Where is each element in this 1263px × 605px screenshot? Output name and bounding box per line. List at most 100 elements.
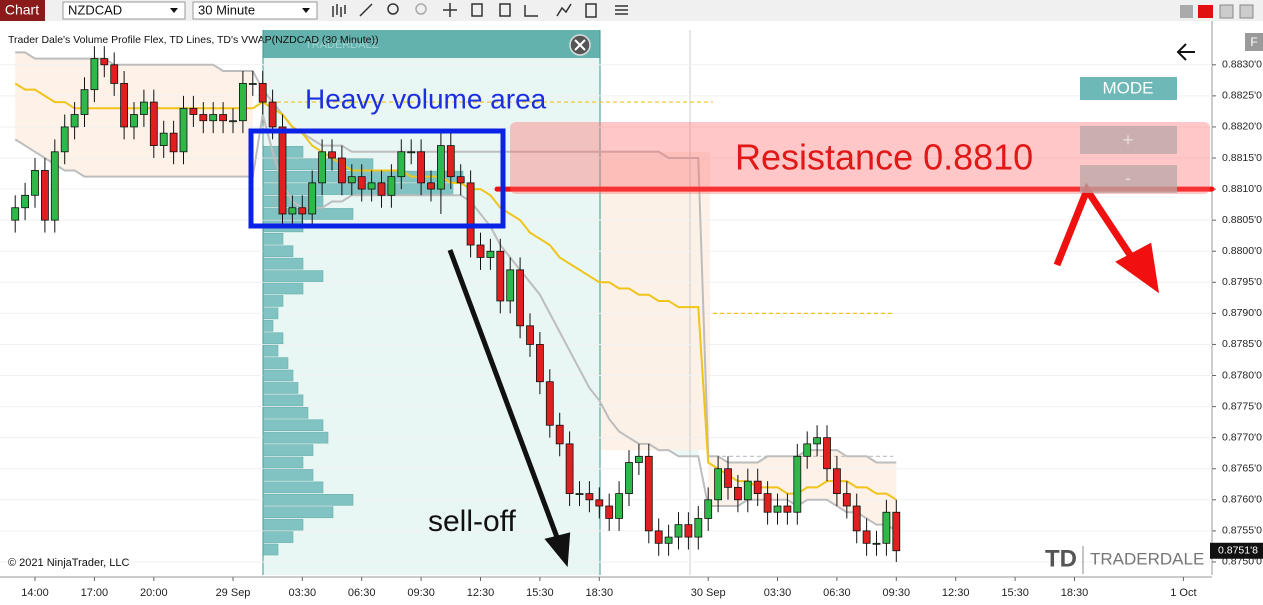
maximize-button[interactable] <box>1239 4 1254 19</box>
icon[interactable] <box>585 3 597 18</box>
candle-body <box>595 499 604 507</box>
icon[interactable] <box>415 3 427 15</box>
icon[interactable] <box>615 5 628 15</box>
candle-body <box>605 505 614 519</box>
minimize-button[interactable] <box>1180 5 1193 18</box>
volume-bar <box>262 518 304 531</box>
candle-body <box>555 424 564 445</box>
candle-body <box>862 530 871 544</box>
volume-bar <box>262 208 354 220</box>
candle-body <box>397 151 406 178</box>
candle-body <box>328 151 336 159</box>
y-tick-label: 0.8775'0 <box>1222 400 1262 412</box>
candle-body <box>476 244 485 258</box>
icon[interactable] <box>443 3 457 17</box>
candle-body <box>11 207 20 221</box>
icon[interactable] <box>499 3 511 17</box>
interval-label: 30 Minute <box>198 2 255 17</box>
volume-bar <box>262 494 354 506</box>
y-tick-label: 0.8805'0 <box>1222 214 1262 226</box>
volume-bar <box>262 369 294 382</box>
x-tick-label: 12:30 <box>467 587 495 599</box>
volume-bar <box>262 407 309 419</box>
mode-label: MODE <box>1103 78 1154 97</box>
candle-body <box>813 437 821 445</box>
x-tick-label: 17:00 <box>81 587 109 599</box>
back-arrow[interactable] <box>1176 43 1195 61</box>
panel-close-x <box>574 39 586 51</box>
volume-bar <box>262 307 279 320</box>
candle-body <box>258 83 267 103</box>
candle-body <box>139 101 148 115</box>
interval-select[interactable] <box>192 1 318 20</box>
candle-body <box>70 114 79 128</box>
volume-bar <box>262 431 329 444</box>
minus-button[interactable] <box>1080 165 1177 193</box>
candle-body <box>21 194 30 209</box>
x-tick-label: 18:30 <box>1061 587 1089 599</box>
close-button[interactable] <box>1198 5 1213 18</box>
candle-body <box>793 455 802 513</box>
candle-body <box>367 182 376 190</box>
mode-button[interactable] <box>1080 77 1177 100</box>
chart-tab-label: Chart <box>5 2 39 18</box>
volume-bar <box>262 481 324 494</box>
candle-body <box>635 455 643 463</box>
arrow-head <box>1115 242 1160 294</box>
y-tick-label: 0.8785'0 <box>1222 338 1262 350</box>
chart-tab[interactable] <box>0 0 45 21</box>
volume-bar <box>262 357 289 369</box>
candle-body <box>278 126 287 215</box>
plus-button[interactable] <box>1080 126 1177 154</box>
candle-body <box>536 344 544 383</box>
volume-box <box>248 128 506 229</box>
y-tick-label: 0.8790'0 <box>1222 307 1262 319</box>
price-axis <box>1213 21 1263 575</box>
volume-bar <box>262 344 279 357</box>
y-tick-label: 0.8820'0 <box>1222 121 1262 133</box>
candle-body <box>763 493 772 513</box>
indicator-line <box>15 51 897 464</box>
sell-off-arrow <box>447 249 561 541</box>
instrument-select[interactable] <box>62 1 186 20</box>
candle-body <box>189 107 198 115</box>
icon[interactable] <box>556 3 572 17</box>
panel-button[interactable] <box>1245 33 1263 51</box>
volume-bar <box>262 382 299 394</box>
candle-body <box>842 493 851 507</box>
x-tick-label: 12:30 <box>942 587 970 599</box>
restore-button[interactable] <box>1219 4 1234 19</box>
candle-body <box>625 462 633 494</box>
candle-body <box>149 101 158 146</box>
candle-body <box>219 114 228 122</box>
dropdown-arrow <box>302 8 310 13</box>
candle-body <box>347 176 356 184</box>
volume-bar <box>262 469 314 481</box>
candle-body <box>664 536 673 544</box>
candle-body <box>714 468 722 501</box>
icon[interactable] <box>359 3 373 17</box>
heavy-volume-label: Heavy volume area <box>305 83 547 114</box>
candle-body <box>308 182 317 215</box>
candle-body <box>387 176 396 196</box>
candle-body <box>100 58 109 66</box>
volume-bar <box>262 320 274 332</box>
icon[interactable] <box>332 4 346 17</box>
candle-body <box>882 511 891 544</box>
y-tick-label: 0.8830'0 <box>1222 59 1262 71</box>
logo-mark: TD <box>1045 545 1077 572</box>
candle-body <box>80 89 89 115</box>
candle-body <box>446 145 455 178</box>
y-tick-label: 0.8765'0 <box>1222 463 1262 475</box>
icon[interactable] <box>471 3 483 17</box>
candle-body <box>229 120 237 123</box>
candle-body <box>773 505 782 513</box>
icon[interactable] <box>387 3 399 15</box>
candle-body <box>565 443 574 494</box>
logo-name: TRADERDALE <box>1090 549 1204 568</box>
volume-bar <box>262 332 284 345</box>
icon[interactable] <box>524 5 538 17</box>
candle-body <box>516 269 524 327</box>
profile-header <box>263 30 600 58</box>
candle-body <box>436 145 445 190</box>
